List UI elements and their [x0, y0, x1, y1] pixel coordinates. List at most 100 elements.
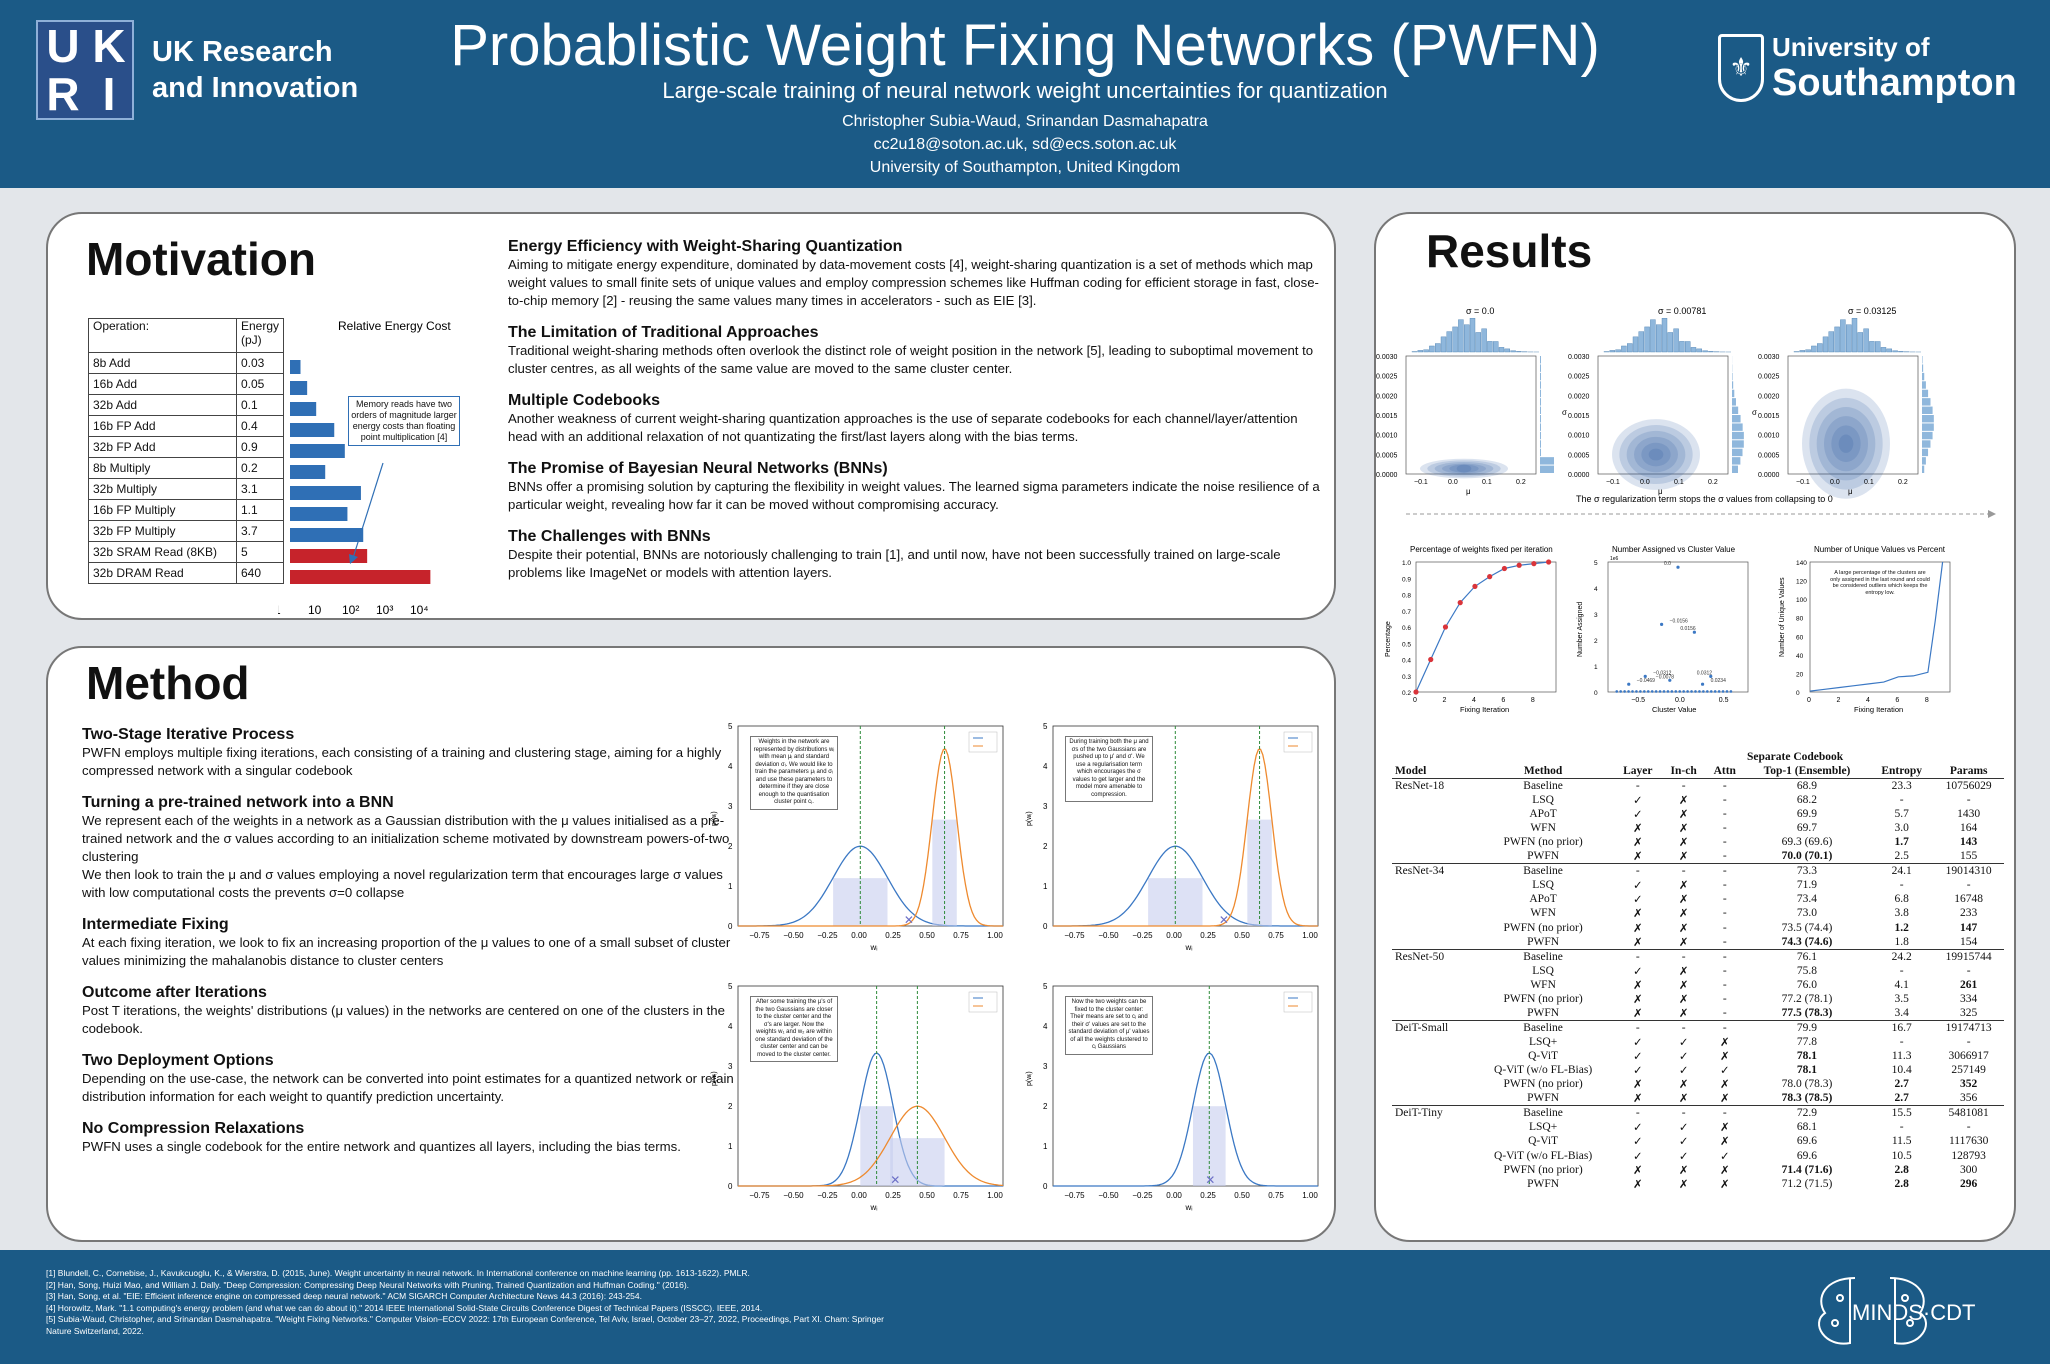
motivation-section-body: Another weakness of current weight-shari…: [508, 411, 1298, 444]
x-tick: 0.25: [885, 1191, 901, 1200]
table-cell: ✗: [1678, 837, 1689, 850]
kde-y-tick: 0.0025: [1376, 374, 1398, 381]
table-cell: 257149: [1951, 1064, 1986, 1077]
table-cell: 76.0: [1796, 978, 1818, 991]
x-tick: 0.75: [1268, 931, 1284, 940]
table-row: Q-ViT (w/o FL-Bias) ✓ ✓ ✓ 69.6 10.5 128793: [1392, 1149, 2004, 1163]
table-cell: APoT: [1529, 807, 1557, 820]
table-cell: ✗: [1678, 908, 1689, 921]
energy-val: 0.4: [235, 415, 285, 437]
table-cell: 352: [1960, 1078, 1978, 1091]
kde-x-tick: −0.1: [1796, 479, 1810, 486]
table-cell: 5481081: [1933, 1105, 2004, 1121]
table-row: WFN ✗ ✗ - 69.7 3.0 164: [1392, 821, 2004, 835]
table-cell: -: [1966, 879, 1971, 892]
hist-bar: [1510, 350, 1516, 353]
scatter-baseline-point: [1615, 690, 1619, 693]
table-cell: [1392, 1063, 1472, 1077]
table-row: LSQ ✓ ✗ - 75.8 - -: [1392, 963, 2004, 978]
energy-row: 16b FP Multiply 1.1: [88, 499, 285, 521]
side-hist-bar: [1540, 389, 1541, 398]
kde-x-label: μ: [1848, 487, 1853, 496]
chart-x-label: Fixing Iteration: [1854, 705, 1903, 714]
table-row: DeiT-Tiny Baseline - - -72.9 15.5 5481081: [1392, 1105, 2004, 1121]
affiliation: University of Southampton, United Kingdo…: [869, 159, 1181, 176]
table-cell: 300: [1960, 1163, 1978, 1176]
table-cell: ✗: [1632, 993, 1643, 1006]
gaussian-curve: [738, 1105, 1004, 1187]
y-tick: 5: [1043, 722, 1048, 731]
kde-contour: [1838, 434, 1854, 453]
table-cell: PWFN: [1527, 1177, 1560, 1190]
kde-x-label: μ: [1658, 487, 1663, 496]
table-cell: -: [1681, 779, 1686, 792]
ukri-letter: I: [102, 68, 116, 120]
scatter-baseline-point: [1631, 690, 1634, 693]
table-row: Q-ViT (w/o FL-Bias) ✓ ✓ ✓ 78.1 10.4 257149: [1392, 1063, 2004, 1077]
table-cell: ✓: [1678, 1122, 1689, 1135]
table-cell: ✗: [1678, 1164, 1689, 1177]
table-row: LSQ+ ✓ ✓ ✗ 77.8 - -: [1392, 1035, 2004, 1049]
hist-bar: [1886, 348, 1893, 353]
table-cell: [1392, 906, 1472, 920]
method-note: Now the two weights can be fixed to the …: [1065, 996, 1153, 1055]
ukri-logo: U K R I UK Research and Innovation: [36, 20, 358, 120]
table-cell: ✗: [1678, 794, 1689, 807]
table-cell: ✗: [1678, 1008, 1689, 1020]
method-text: Two-Stage Iterative Process PWFN employs …: [82, 712, 737, 1156]
energy-callout: Memory reads have two orders of magnitud…: [348, 396, 460, 446]
table-cell: 325: [1960, 1007, 1978, 1019]
x-tick: 1.00: [987, 931, 1003, 940]
energy-tick: 10³: [376, 603, 393, 617]
chart-y-tick: 20: [1796, 671, 1804, 678]
table-cell: [1392, 892, 1472, 906]
energy-bar: [290, 444, 345, 458]
chart-y-tick: 0: [1796, 690, 1800, 697]
kde-y-tick: 0.0020: [1758, 393, 1780, 400]
method-note-text: After some training the μ's of the two G…: [750, 996, 838, 1062]
cluster-center-marker: ✕: [904, 913, 914, 927]
kde-contour: [1442, 463, 1486, 474]
table-cell: -: [1722, 964, 1727, 977]
scatter-baseline-point: [1627, 690, 1630, 693]
table-cell: ✗: [1632, 922, 1643, 935]
table-cell: 11.5: [1891, 1135, 1912, 1148]
chart-x-tick: 8: [1531, 697, 1535, 704]
table-cell: [1392, 1049, 1472, 1063]
motivation-section-body: BNNs offer a promising solution by captu…: [508, 479, 1320, 512]
side-hist-bar: [1732, 465, 1738, 473]
chart-y-tick: 120: [1796, 579, 1807, 586]
table-cell: 2.7: [1894, 1092, 1909, 1105]
table-cell: -: [1722, 779, 1727, 792]
side-hist-bar: [1922, 364, 1924, 372]
table-cell: -: [1613, 1019, 1662, 1035]
table-cell: LSQ: [1532, 879, 1554, 892]
results-panel: Results σ = 0.0 0.0000 0.0005 0.0010 0.0015 0…: [1374, 212, 2016, 1242]
chart-y-tick: 0.6: [1402, 625, 1411, 632]
x-tick: 0.50: [919, 1191, 935, 1200]
hist-bar: [1851, 318, 1858, 353]
side-hist-bar: [1540, 431, 1541, 440]
brain-icon-left: [1818, 1277, 1856, 1345]
table-cell: ✗: [1632, 1164, 1643, 1177]
table-row: PWFN (no prior) ✗ ✗ - 69.3 (69.6) 1.7 143: [1392, 835, 2004, 849]
energy-row: 32b SRAM Read (8KB) 5: [88, 541, 285, 563]
hist-bar: [1498, 347, 1505, 353]
scatter-baseline-point: [1639, 690, 1642, 693]
author-block: Christopher Subia-Waud, Srinandan Dasmah…: [400, 110, 1650, 179]
energy-op: 32b Multiply: [88, 478, 237, 500]
table-cell: 154: [1960, 935, 1978, 948]
y-tick: 3: [1043, 802, 1048, 811]
soton-line2: Southampton: [1772, 62, 2017, 104]
table-cell: 78.0 (78.3): [1781, 1078, 1833, 1091]
table-cell: LSQ: [1532, 793, 1554, 806]
plot-legend: [1283, 991, 1313, 1013]
energy-callout-text: Memory reads have two orders of magnitud…: [348, 396, 460, 446]
table-cell: Q-ViT: [1528, 1135, 1559, 1148]
kde-y-tick: 0.0005: [1376, 452, 1398, 459]
table-header-row: Model Method Layer In-ch Attn Top-1 (Ensemble…: [1392, 764, 2004, 779]
table-cell: [1392, 978, 1472, 992]
hist-bar: [1615, 349, 1621, 353]
method-plot: −0.75 −0.50 −0.25 0.00 0.25 0.50 0.75 1.00 0 1 2 3 4…: [1026, 982, 1319, 1212]
table-cell: ✓: [1632, 1050, 1643, 1063]
